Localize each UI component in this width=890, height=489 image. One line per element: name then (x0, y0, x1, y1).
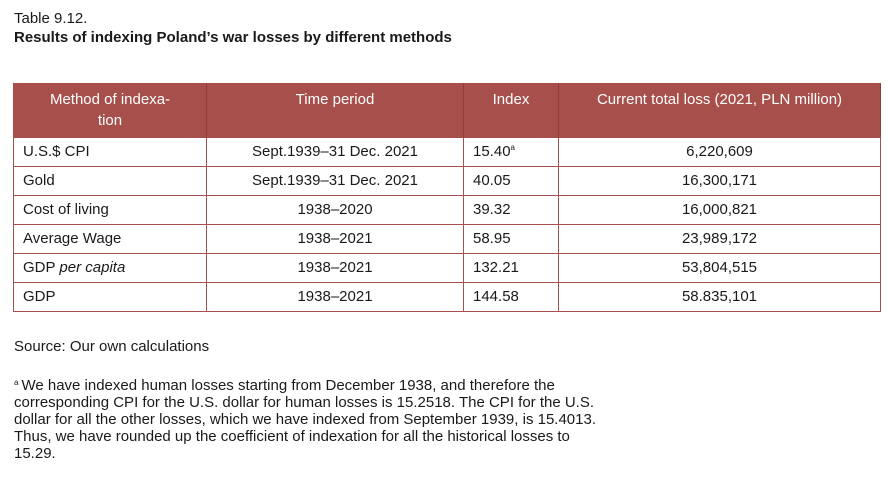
table-title: Results of indexing Poland’s war losses … (14, 29, 452, 46)
footnote: a We have indexed human losses starting f… (14, 377, 609, 462)
footnote-ref: a (510, 143, 515, 152)
cell-index-value: 144.58 (473, 288, 519, 305)
cell-loss: 58.835,101 (558, 282, 881, 312)
footnote-text: We have indexed human losses starting fr… (14, 377, 596, 462)
header-index: Index (463, 83, 559, 138)
losses-table: Method of indexa- tion Time period Index… (13, 83, 881, 312)
cell-loss: 16,000,821 (558, 195, 881, 225)
table-row: Cost of living 1938–2020 39.32 16,000,821 (13, 195, 881, 225)
table-caption: Table 9.12. Results of indexing Poland’s… (14, 9, 874, 47)
table-body: U.S.$ CPI Sept.1939–31 Dec. 2021 15.40a 6,2… (13, 137, 881, 312)
cell-loss: 6,220,609 (558, 137, 881, 167)
cell-method: Gold (13, 166, 207, 196)
cell-loss: 16,300,171 (558, 166, 881, 196)
header-method-line1: Method of indexa- (49, 91, 171, 108)
cell-index-value: 132.21 (473, 259, 519, 276)
cell-method-text: GDP (23, 259, 60, 276)
cell-index: 132.21 (463, 253, 559, 283)
cell-method-text: Average Wage (23, 230, 122, 247)
cell-loss: 53,804,515 (558, 253, 881, 283)
cell-period: 1938–2021 (206, 282, 464, 312)
cell-index: 39.32 (463, 195, 559, 225)
cell-method: U.S.$ CPI (13, 137, 207, 167)
header-method: Method of indexa- tion (13, 83, 207, 138)
cell-period: Sept.1939–31 Dec. 2021 (206, 137, 464, 167)
table-header-row: Method of indexa- tion Time period Index… (13, 83, 881, 138)
table-row: Average Wage 1938–2021 58.95 23,989,172 (13, 224, 881, 254)
table-row: GDP 1938–2021 144.58 58.835,101 (13, 282, 881, 312)
table-row: U.S.$ CPI Sept.1939–31 Dec. 2021 15.40a 6,2… (13, 137, 881, 167)
cell-method: Cost of living (13, 195, 207, 225)
header-loss: Current total loss (2021, PLN million) (558, 83, 881, 138)
cell-period: Sept.1939–31 Dec. 2021 (206, 166, 464, 196)
cell-index-value: 39.32 (473, 201, 511, 218)
cell-index-value: 15.40 (473, 143, 511, 160)
cell-period: 1938–2021 (206, 224, 464, 254)
cell-index: 15.40a (463, 137, 559, 167)
cell-loss: 23,989,172 (558, 224, 881, 254)
cell-method: GDP per capita (13, 253, 207, 283)
source-note: Source: Our own calculations (14, 338, 210, 355)
cell-period: 1938–2021 (206, 253, 464, 283)
table-row: Gold Sept.1939–31 Dec. 2021 40.05 16,300,17… (13, 166, 881, 196)
cell-index: 144.58 (463, 282, 559, 312)
cell-index: 58.95 (463, 224, 559, 254)
cell-method-text: Gold (23, 172, 55, 189)
cell-method-text: Cost of living (23, 201, 109, 218)
header-method-line2: tion (97, 112, 123, 129)
table-row: GDP per capita 1938–2021 132.21 53,804,515 (13, 253, 881, 283)
table-number: Table 9.12. (14, 10, 88, 27)
header-period: Time period (206, 83, 464, 138)
cell-index-value: 58.95 (473, 230, 511, 247)
cell-index-value: 40.05 (473, 172, 511, 189)
cell-index: 40.05 (463, 166, 559, 196)
cell-method-text: U.S.$ CPI (23, 143, 90, 160)
cell-method-suffix: per capita (59, 259, 126, 276)
footnote-mark: a (14, 378, 19, 387)
cell-method: GDP (13, 282, 207, 312)
cell-method: Average Wage (13, 224, 207, 254)
cell-method-text: GDP (23, 288, 56, 305)
cell-period: 1938–2020 (206, 195, 464, 225)
